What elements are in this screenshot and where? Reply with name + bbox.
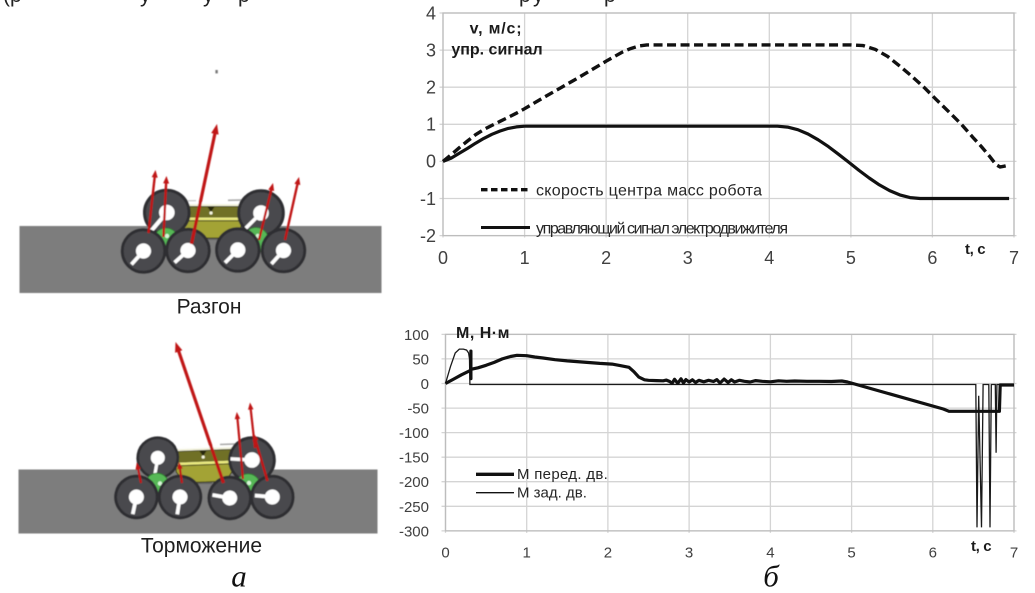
svg-text:2: 2 (601, 248, 611, 268)
svg-text:5: 5 (846, 248, 856, 268)
svg-text:3: 3 (683, 248, 693, 268)
svg-text:4: 4 (766, 545, 774, 562)
svg-text:р: р (604, 0, 616, 7)
svg-text:управляющий сигнал электродвиж: управляющий сигнал электродвижителя (536, 220, 787, 237)
svg-text:у: у (533, 0, 544, 7)
svg-text:-100: -100 (399, 425, 429, 442)
svg-text:4: 4 (764, 248, 774, 268)
svg-text:-150: -150 (399, 450, 429, 467)
svg-text:0: 0 (441, 545, 449, 562)
svg-text:7: 7 (1010, 545, 1018, 562)
svg-text:3: 3 (685, 545, 693, 562)
svg-text:0: 0 (421, 376, 429, 393)
svg-text:v, м/с;: v, м/с; (470, 21, 523, 38)
svg-text:3: 3 (426, 40, 436, 60)
svg-text:0: 0 (438, 248, 448, 268)
svg-text:у: у (203, 0, 214, 7)
svg-text:-50: -50 (407, 401, 429, 418)
svg-text:р: р (519, 0, 531, 7)
svg-text:-200: -200 (399, 474, 429, 491)
svg-text:М зад. дв.: М зад. дв. (517, 485, 587, 502)
svg-text:7: 7 (1009, 248, 1019, 268)
svg-text:5: 5 (847, 545, 855, 562)
svg-text:0: 0 (426, 152, 436, 172)
svg-text:6: 6 (929, 545, 937, 562)
svg-text:упр. сигнал: упр. сигнал (451, 42, 542, 59)
svg-text:1: 1 (523, 545, 531, 562)
svg-text:б: б (763, 559, 780, 593)
svg-text:t, c: t, c (965, 241, 985, 258)
svg-text:(р: (р (3, 0, 22, 7)
svg-text:Торможение: Торможение (141, 535, 262, 558)
svg-text:t, c: t, c (971, 538, 991, 555)
svg-text:-300: -300 (399, 523, 429, 540)
svg-text:100: 100 (404, 327, 429, 344)
svg-text:у: у (140, 0, 151, 7)
svg-text:1: 1 (426, 115, 436, 135)
svg-text:50: 50 (412, 351, 429, 368)
svg-text:скорость центра масс робота: скорость центра масс робота (536, 183, 762, 200)
svg-text:-2: -2 (420, 226, 436, 246)
svg-text:2: 2 (604, 545, 612, 562)
svg-text:6: 6 (927, 248, 937, 268)
svg-text:1: 1 (520, 248, 530, 268)
svg-text:4: 4 (426, 3, 436, 23)
svg-text:2: 2 (426, 78, 436, 98)
svg-text:М перед. дв.: М перед. дв. (517, 466, 608, 483)
svg-text:Разгон: Разгон (177, 296, 242, 319)
svg-text:а: а (231, 559, 247, 593)
svg-text:р: р (238, 0, 250, 7)
svg-text:-250: -250 (399, 499, 429, 516)
svg-text:М, Н·м: М, Н·м (456, 325, 510, 342)
svg-text:-1: -1 (420, 189, 436, 209)
